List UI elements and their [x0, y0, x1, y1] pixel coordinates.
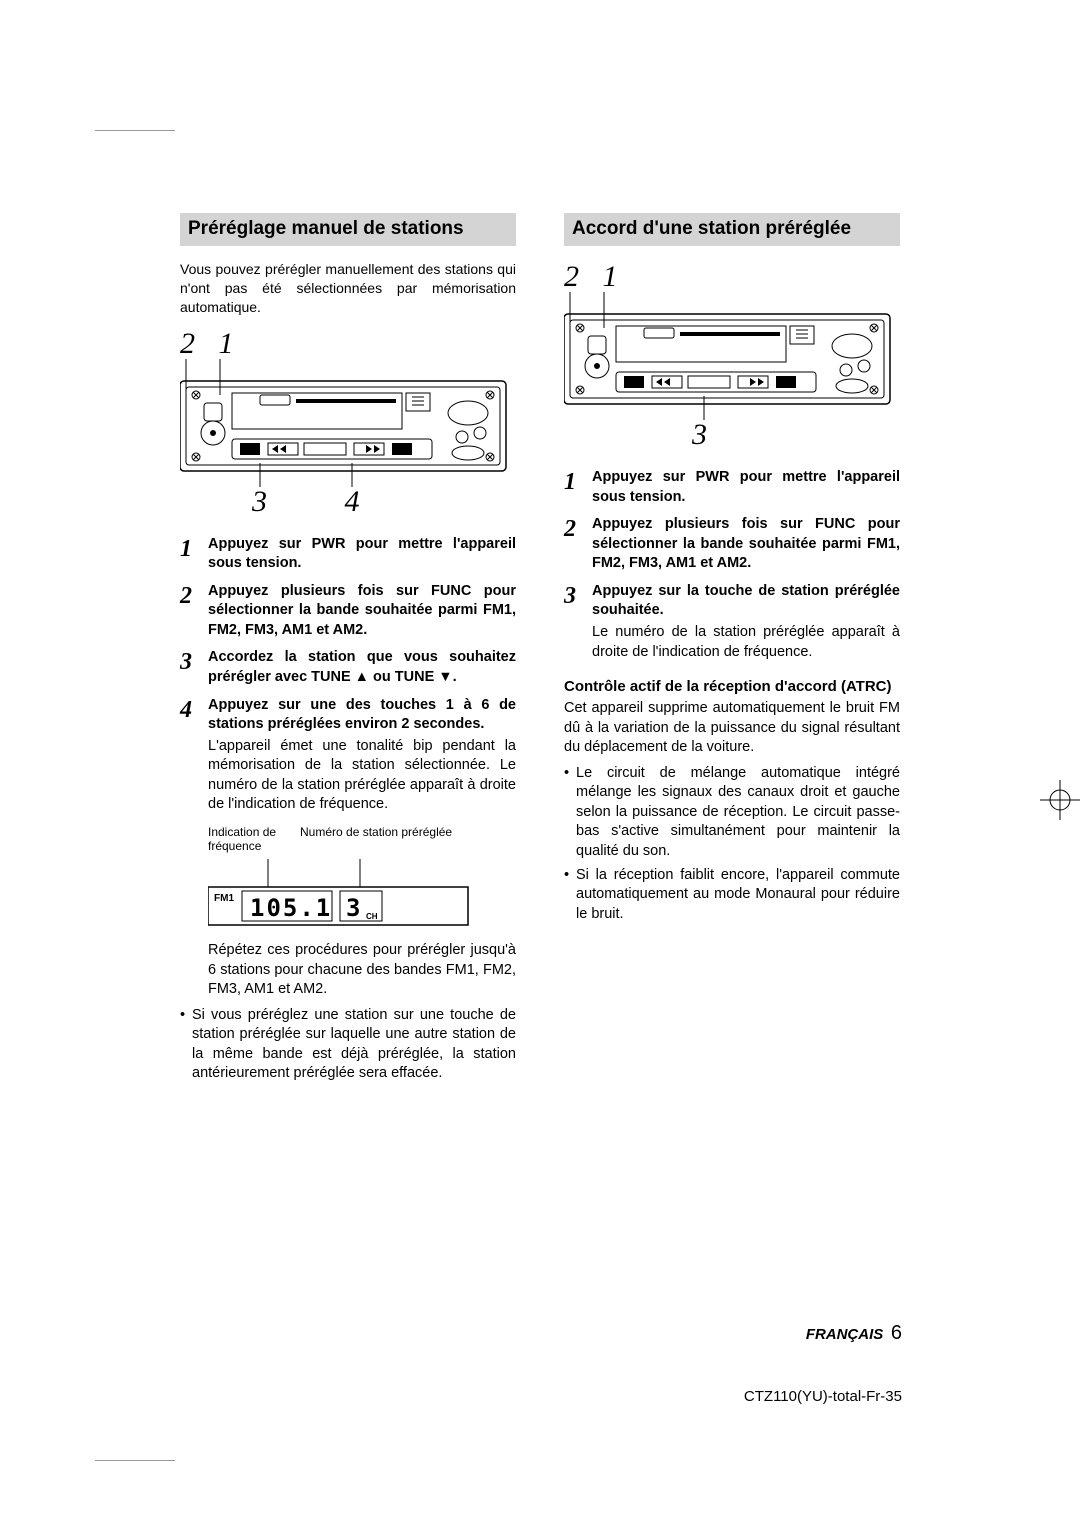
repeat-note: Répétez ces procédures pour prérégler ju… — [208, 941, 516, 1000]
callout-3: 3 — [252, 485, 267, 518]
step-bold: Appuyez sur PWR pour mettre l'appareil s… — [208, 535, 516, 574]
left-column: Préréglage manuel de stations Vous pouve… — [180, 213, 516, 1088]
doc-reference: CTZ110(YU)-total-Fr-35 — [744, 1388, 902, 1405]
right-column: Accord d'une station préréglée 2 1 — [564, 213, 900, 1088]
step-bold: Appuyez plusieurs fois sur FUNC pour sél… — [208, 582, 516, 641]
bullet-text: Le circuit de mélange automatique intégr… — [576, 764, 900, 862]
radio-diagram-right — [564, 292, 900, 420]
step-number: 1 — [564, 468, 592, 507]
radio-diagram-left — [180, 359, 516, 487]
left-intro: Vous pouvez prérégler manuellement des s… — [180, 260, 516, 317]
preset-label: Numéro de station préréglée — [300, 825, 452, 853]
svg-text:FM1: FM1 — [214, 893, 234, 904]
svg-text:CH: CH — [366, 912, 378, 921]
callout-4: 4 — [345, 485, 360, 518]
step-number: 2 — [180, 582, 208, 641]
lcd-display: FM1 105.1 3 CH — [208, 859, 470, 927]
right-heading: Accord d'une station préréglée — [564, 213, 900, 246]
step-number: 4 — [180, 696, 208, 815]
callout-3: 3 — [692, 418, 707, 451]
atrc-heading: Contrôle actif de la réception d'accord … — [564, 678, 900, 695]
callout-2: 2 — [180, 327, 195, 361]
step-number: 3 — [564, 582, 592, 662]
left-heading: Préréglage manuel de stations — [180, 213, 516, 246]
right-steps: 1 Appuyez sur PWR pour mettre l'appareil… — [564, 468, 900, 662]
step-item: 1 Appuyez sur PWR pour mettre l'appareil… — [564, 468, 900, 507]
step-body-text: L'appareil émet une tonalité bip pendant… — [208, 737, 516, 815]
svg-text:105.1: 105.1 — [250, 894, 332, 922]
callout-1: 1 — [603, 260, 618, 294]
step-bold: Appuyez plusieurs fois sur FUNC pour sél… — [592, 515, 900, 574]
left-callouts-top: 2 1 — [180, 327, 516, 361]
atrc-intro: Cet appareil supprime automatiquement le… — [564, 699, 900, 758]
step-item: 3 Appuyez sur la touche de station préré… — [564, 582, 900, 662]
lcd-labels: Indication de fréquence Numéro de statio… — [208, 825, 516, 853]
crop-mark-top — [95, 130, 175, 131]
step-bold: Appuyez sur une des touches 1 à 6 de sta… — [208, 696, 516, 735]
step-item: 4 Appuyez sur une des touches 1 à 6 de s… — [180, 696, 516, 815]
step-body-text: Le numéro de la station préréglée appara… — [592, 623, 900, 662]
freq-label: Indication de fréquence — [208, 825, 300, 853]
callout-1: 1 — [219, 327, 234, 361]
page-footer: FRANÇAIS 6 — [806, 1322, 902, 1345]
right-callouts-bottom: 3 — [564, 418, 900, 452]
right-bullet-1: • Le circuit de mélange automatique inté… — [564, 764, 900, 862]
bullet-text: Si la réception faiblit encore, l'appare… — [576, 866, 900, 925]
bullet-text: Si vous préréglez une station sur une to… — [192, 1006, 516, 1084]
step-item: 2 Appuyez plusieurs fois sur FUNC pour s… — [564, 515, 900, 574]
callout-2: 2 — [564, 260, 579, 294]
step-bold: Accordez la station que vous souhaitez p… — [208, 648, 516, 687]
footer-lang: FRANÇAIS — [806, 1326, 884, 1343]
step-item: 2 Appuyez plusieurs fois sur FUNC pour s… — [180, 582, 516, 641]
step-number: 2 — [564, 515, 592, 574]
step-number: 1 — [180, 535, 208, 574]
step-bold: Appuyez sur la touche de station prérégl… — [592, 582, 900, 621]
left-bullet: • Si vous préréglez une station sur une … — [180, 1006, 516, 1084]
footer-page: 6 — [891, 1322, 902, 1344]
page-content: Préréglage manuel de stations Vous pouve… — [180, 213, 900, 1088]
step-bold: Appuyez sur PWR pour mettre l'appareil s… — [592, 468, 900, 507]
step-item: 3 Accordez la station que vous souhaitez… — [180, 648, 516, 687]
left-steps: 1 Appuyez sur PWR pour mettre l'appareil… — [180, 535, 516, 815]
bullet-dot: • — [180, 1006, 192, 1084]
svg-text:3: 3 — [346, 894, 360, 922]
bullet-dot: • — [564, 866, 576, 925]
right-bullet-2: • Si la réception faiblit encore, l'appa… — [564, 866, 900, 925]
bullet-dot: • — [564, 764, 576, 862]
crop-mark-bottom — [95, 1460, 175, 1461]
register-mark — [1040, 780, 1080, 820]
step-number: 3 — [180, 648, 208, 687]
step-item: 1 Appuyez sur PWR pour mettre l'appareil… — [180, 535, 516, 574]
left-callouts-bottom: 3 4 — [180, 485, 516, 519]
right-callouts-top: 2 1 — [564, 260, 900, 294]
